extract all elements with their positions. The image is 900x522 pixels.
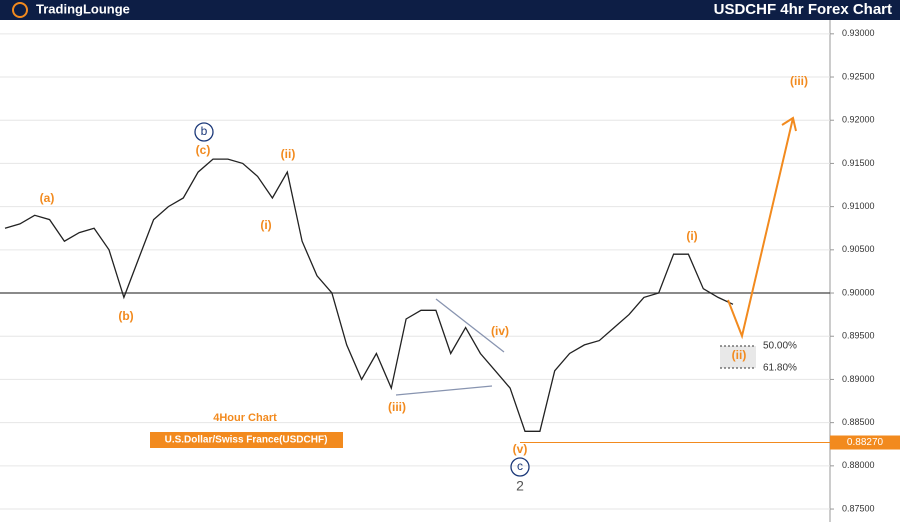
price-line xyxy=(4,158,734,432)
triangle xyxy=(395,298,505,396)
y-tick-label: 0.92000 xyxy=(842,115,875,125)
logo-icon xyxy=(12,2,28,18)
y-tick-label: 0.90500 xyxy=(842,244,875,254)
circle-marker xyxy=(194,122,214,142)
y-tick-label: 0.89000 xyxy=(842,374,875,384)
y-tick-label: 0.87500 xyxy=(842,503,875,513)
y-tick-label: 0.91000 xyxy=(842,201,875,211)
note-box xyxy=(150,432,343,448)
title: USDCHF 4hr Forex Chart xyxy=(714,1,892,18)
y-tick-label: 0.88000 xyxy=(842,460,875,470)
projection xyxy=(727,116,797,340)
circle-label: c xyxy=(517,459,523,473)
y-tick-label: 0.91500 xyxy=(842,158,875,168)
wave-label: (ii) xyxy=(732,348,747,362)
y-tick-label: 0.92500 xyxy=(842,71,875,81)
current-label: 0.88270 xyxy=(847,437,884,448)
wave-label: (v) xyxy=(513,442,528,456)
circle-label: b xyxy=(201,124,208,138)
wave-label: (iii) xyxy=(388,400,406,414)
wave-label: (i) xyxy=(260,218,271,232)
note: 4Hour Chart xyxy=(213,412,277,424)
wave-label: (ii) xyxy=(281,147,296,161)
y-tick-label: 0.93000 xyxy=(842,28,875,38)
current-box xyxy=(830,435,900,450)
circle-marker xyxy=(510,457,530,477)
header-bar xyxy=(0,0,900,20)
wave-label: (a) xyxy=(40,191,55,205)
wave-label: (i) xyxy=(686,229,697,243)
degree-label: 2 xyxy=(516,478,524,494)
y-tick-label: 0.88500 xyxy=(842,417,875,427)
wave-label: (b) xyxy=(118,309,133,323)
wave-label: (iii) xyxy=(790,74,808,88)
note: U.S.Dollar/Swiss France(USDCHF) xyxy=(165,435,328,446)
fib-box xyxy=(720,346,756,368)
wave-label: (c) xyxy=(196,143,211,157)
wave-label: (iv) xyxy=(491,324,509,338)
fib-label: 61.80% xyxy=(763,363,797,374)
y-tick-label: 0.90000 xyxy=(842,287,875,297)
fib-label: 50.00% xyxy=(763,341,797,352)
logo: TradingLounge xyxy=(36,1,130,16)
y-tick-label: 0.89500 xyxy=(842,331,875,341)
